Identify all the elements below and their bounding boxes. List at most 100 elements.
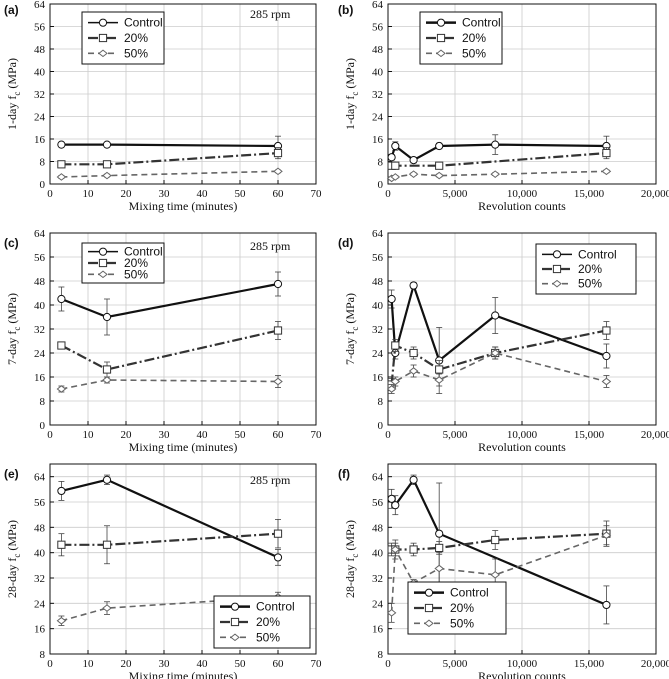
- chart-b-point-legend-Control: [436, 18, 446, 27]
- chart-a-xlabel: Mixing time (minutes): [129, 199, 238, 213]
- chart-f-point-50%: [490, 570, 501, 579]
- chart-a-point-Control: [57, 140, 66, 149]
- chart-a-ytick-label: 40: [34, 67, 46, 79]
- chart-b-panel-label: (b): [338, 3, 353, 17]
- chart-b: 0 5,000 10,000 15,000 20,000 0 8 16 24 32 40 48 56 64…: [338, 0, 669, 213]
- chart-a-line-Control: [61, 143, 279, 148]
- chart-f-line-50%: [390, 534, 607, 613]
- chart-d-series-50%: [386, 346, 612, 394]
- chart-e-series-20%: [57, 519, 283, 565]
- chart-b-ytick-label: 0: [378, 179, 384, 191]
- chart-d-line-50%: [390, 352, 607, 390]
- chart-a-ytick-label: 32: [34, 89, 45, 101]
- chart-a-point-50%: [273, 167, 283, 176]
- chart-a-legend-label: 20%: [124, 31, 148, 45]
- chart-a-ytick-label: 64: [34, 0, 46, 11]
- chart-a-line-50%: [61, 170, 279, 178]
- chart-a-point-legend-50%: [98, 49, 108, 58]
- chart-c-annotation: 285 rpm: [250, 239, 291, 253]
- chart-c-point-legend-Control: [98, 247, 108, 256]
- chart-e-ytick-label: 64: [34, 472, 46, 484]
- chart-c-ytick-label: 56: [34, 252, 46, 264]
- chart-f-point-20%: [491, 535, 500, 545]
- chart-b-legend-label: 20%: [462, 31, 486, 45]
- chart-e-ylabel: 28-day fc (MPa): [5, 520, 22, 598]
- chart-b-ytick-label: 8: [378, 157, 384, 169]
- chart-a-ytick-label: 8: [40, 157, 46, 169]
- chart-c-series-50%: [56, 375, 283, 393]
- chart-e-xtick-label: 60: [273, 658, 285, 670]
- chart-c-xtick-label: 40: [197, 429, 209, 441]
- chart-f-legend-box: [407, 581, 507, 635]
- chart-d-point-50%: [386, 385, 397, 393]
- chart-c-xtick-label: 30: [159, 429, 171, 441]
- chart-e-xtick-label: 0: [47, 658, 53, 670]
- chart-b-ytick-label: 48: [372, 44, 384, 56]
- chart-f-ytick-label: 8: [378, 649, 384, 661]
- chart-c-ylabel: 7-day fc (MPa): [5, 293, 22, 365]
- chart-b-point-20%: [391, 161, 400, 170]
- chart-d-xtick-label: 10,000: [507, 429, 538, 441]
- chart-a-xtick-label: 10: [83, 188, 95, 200]
- chart-e-xtick-label: 30: [159, 658, 171, 670]
- chart-c-xtick-label: 10: [83, 429, 95, 441]
- chart-c-point-Control: [273, 279, 283, 289]
- chart-b-point-50%: [601, 167, 612, 176]
- chart-d-point-50%: [601, 377, 612, 386]
- chart-f-xtick-label: 5,000: [443, 658, 468, 670]
- chart-c-ytick-label: 32: [34, 324, 45, 336]
- chart-a-point-20%: [57, 160, 66, 169]
- chart-b-ytick-label: 32: [372, 89, 383, 101]
- chart-b-point-legend-20%: [436, 33, 446, 43]
- chart-d-point-legend-20%: [552, 264, 562, 274]
- chart-c-point-50%: [273, 377, 283, 386]
- chart-c-point-20%: [102, 365, 112, 374]
- chart-f-point-legend-Control: [424, 588, 434, 597]
- chart-f-legend-label: 50%: [450, 616, 474, 630]
- chart-a-xtick-label: 30: [159, 188, 171, 200]
- chart-b-point-50%: [408, 170, 419, 178]
- chart-d-xtick-label: 20,000: [641, 429, 669, 441]
- chart-e-ytick-label: 32: [34, 573, 45, 585]
- chart-b-line-Control: [390, 143, 607, 162]
- chart-b-xtick-label: 15,000: [574, 188, 605, 200]
- chart-c-point-Control: [102, 312, 112, 322]
- chart-f-ytick-label: 24: [372, 598, 384, 610]
- chart-c-ytick-label: 0: [40, 420, 46, 432]
- chart-c-point-20%: [273, 326, 283, 335]
- chart-c-ytick-label: 40: [34, 300, 46, 312]
- chart-e-xtick-label: 50: [235, 658, 247, 670]
- chart-c-line-50%: [61, 379, 279, 390]
- chart-e-point-20%: [273, 529, 283, 538]
- chart-b-series-50%: [386, 167, 612, 183]
- chart-e-series-Control: [57, 474, 283, 566]
- chart-d-xtick-label: 15,000: [574, 429, 605, 441]
- chart-d-ytick-label: 16: [372, 372, 384, 384]
- chart-d-panel-label: (d): [338, 236, 353, 250]
- chart-c-ytick-label: 16: [34, 372, 46, 384]
- chart-a-xtick-label: 40: [197, 188, 209, 200]
- chart-f-xtick-label: 10,000: [507, 658, 538, 670]
- chart-a-xtick-label: 0: [47, 188, 53, 200]
- chart-b-point-Control: [387, 153, 396, 162]
- chart-e-point-Control: [273, 553, 283, 562]
- chart-e-ytick-label: 40: [34, 548, 46, 560]
- chart-c-legend-label: 20%: [124, 256, 148, 270]
- chart-c-ytick-label: 48: [34, 276, 46, 288]
- chart-f-xlabel: Revolution counts: [478, 669, 566, 679]
- chart-d-xlabel: Revolution counts: [478, 440, 566, 454]
- chart-f: 0 5,000 10,000 15,000 20,000 8 16 24 32 40 48 56 64 R…: [338, 463, 669, 679]
- chart-b-point-Control: [491, 140, 500, 149]
- chart-d-point-legend-50%: [552, 279, 562, 288]
- chart-c-legend-label: 50%: [124, 267, 148, 281]
- chart-d-legend-label: Control: [578, 247, 617, 261]
- chart-b-ytick-label: 64: [372, 0, 384, 11]
- chart-c-xtick-label: 0: [47, 429, 53, 441]
- chart-c-point-legend-50%: [98, 270, 108, 279]
- chart-f-ytick-label: 40: [372, 548, 384, 560]
- chart-c-point-20%: [57, 341, 66, 350]
